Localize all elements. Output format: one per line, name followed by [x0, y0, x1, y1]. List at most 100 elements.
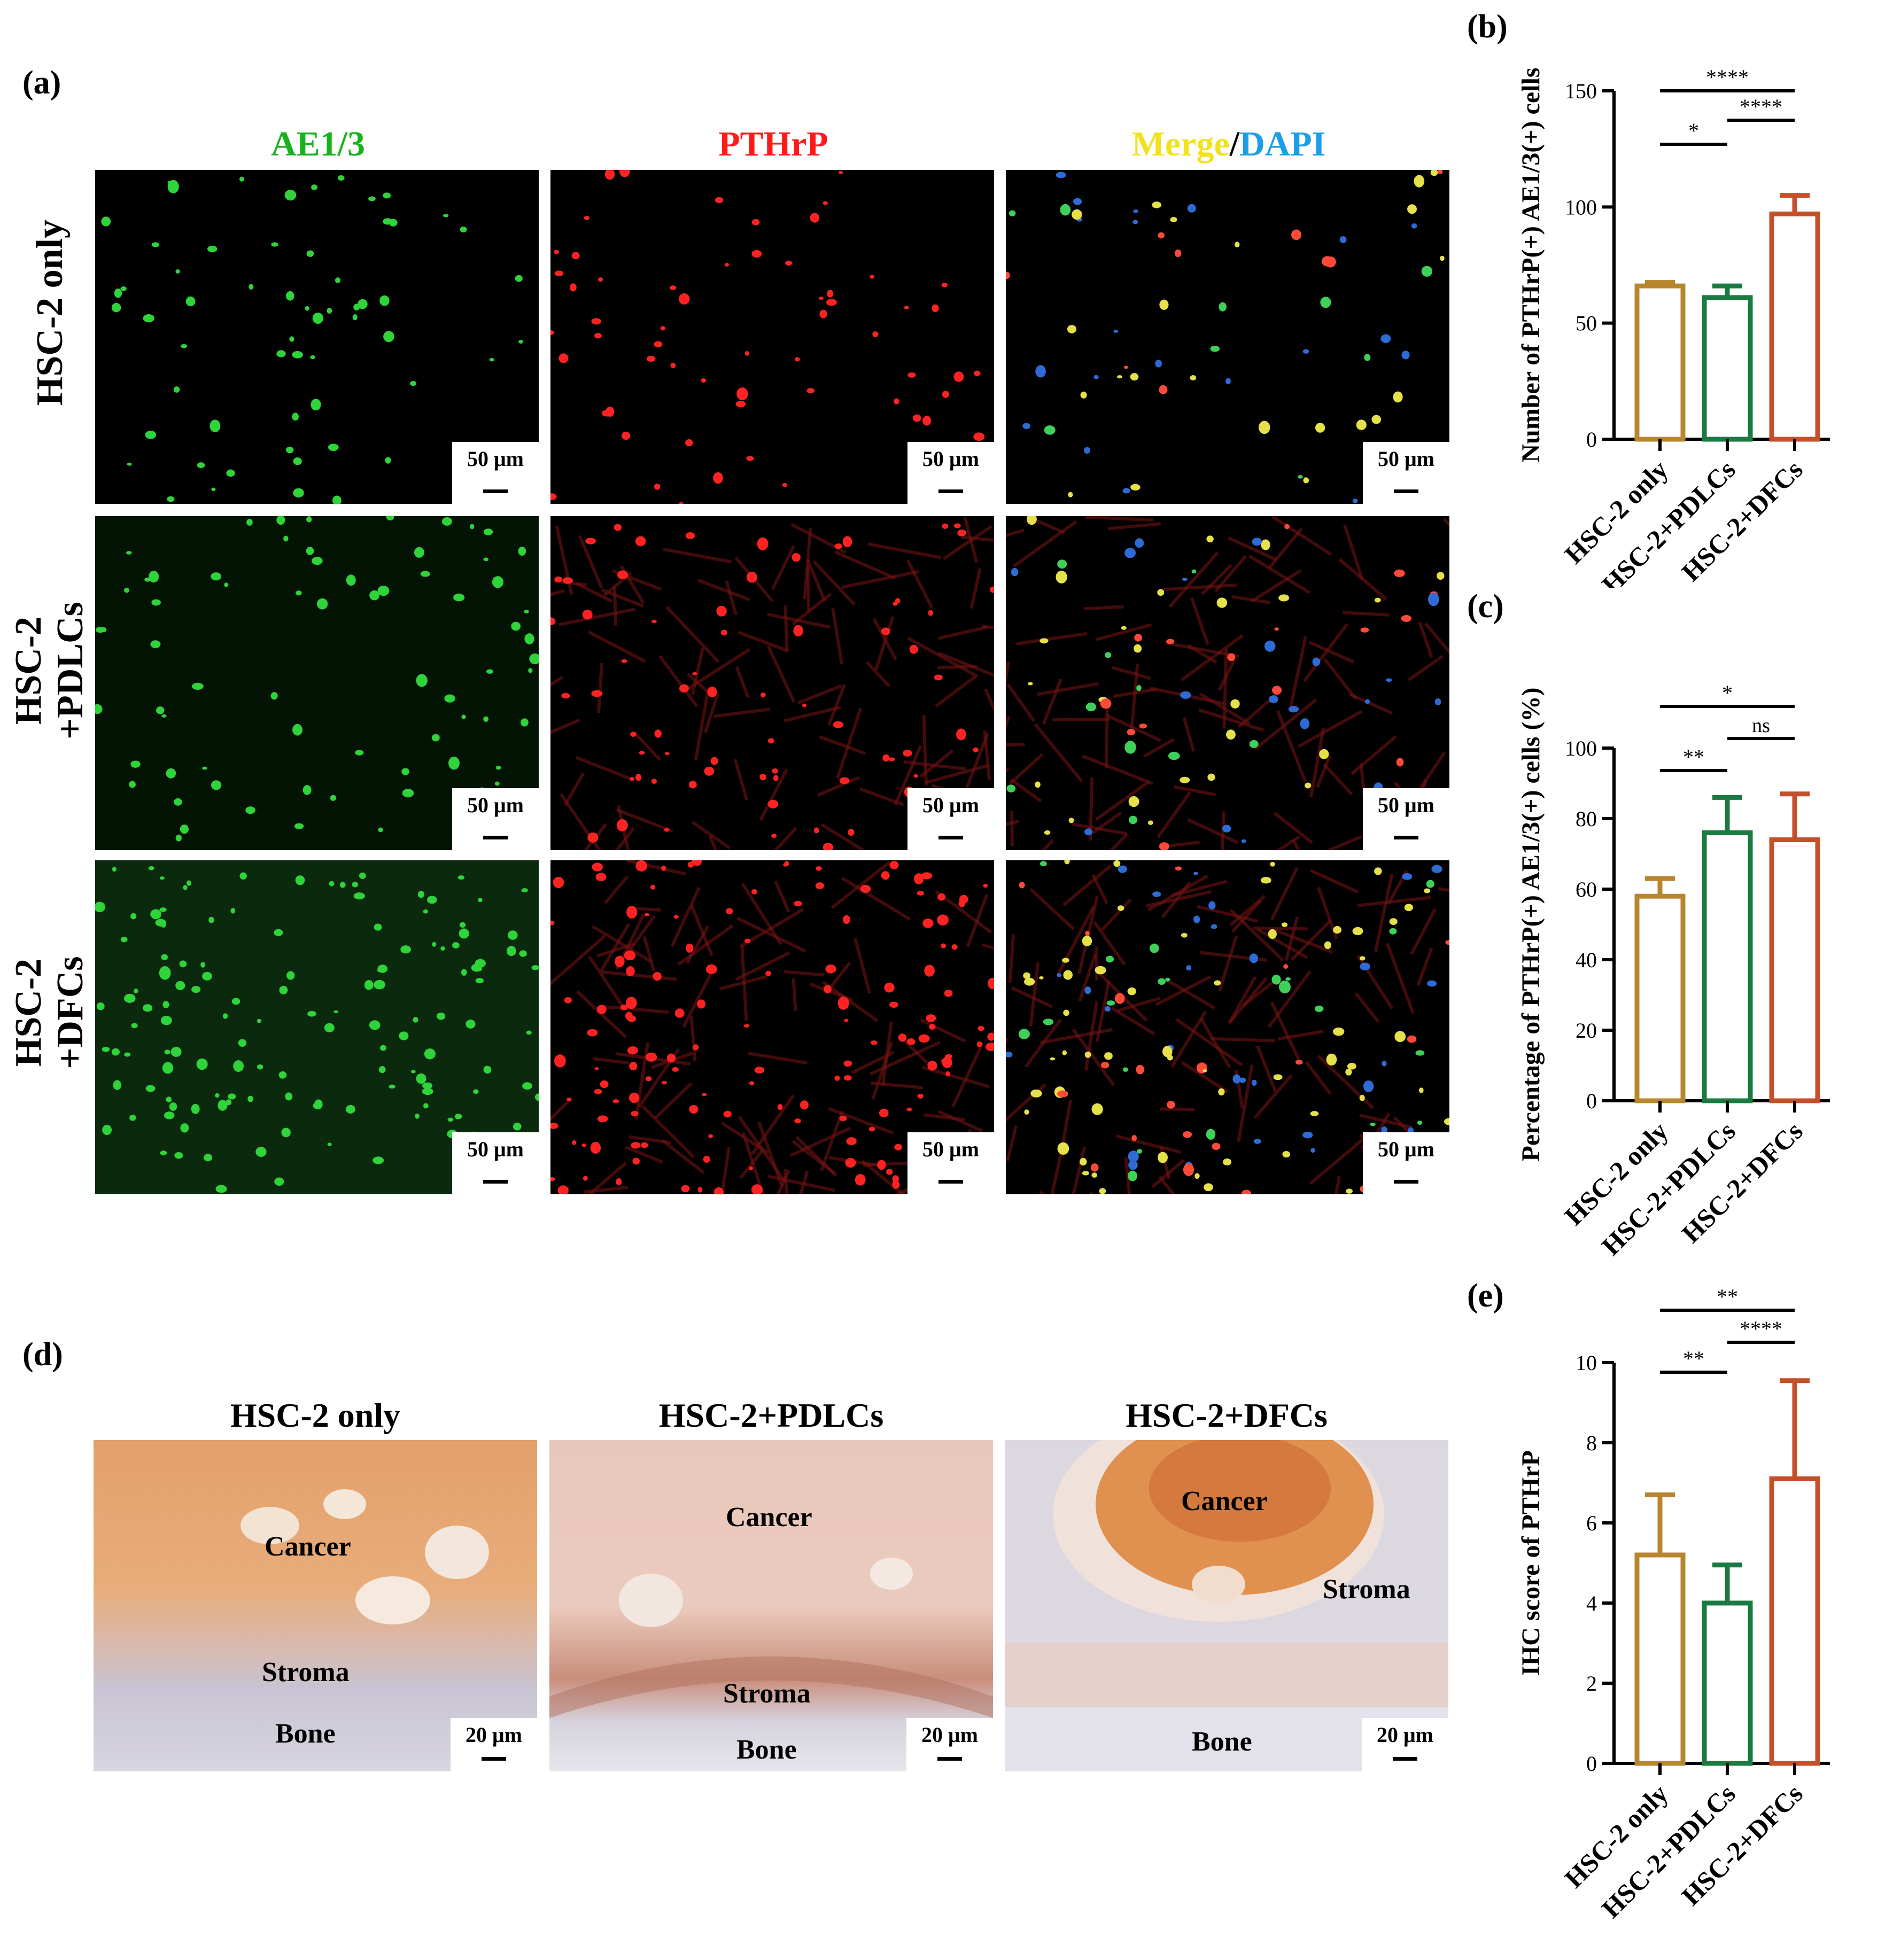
scale-bar-text: 50 μm	[467, 793, 524, 817]
scale-bar-text: 20 μm	[921, 1723, 978, 1747]
y-axis-label: Percentage of PTHrP(+) AE1/3(+) cells (%…	[1517, 688, 1545, 1162]
ihc-image-hsc2-pdlcs-graphic	[549, 1440, 993, 1771]
fluorescence-image-hsc2-only-ae13: 50 μm	[95, 170, 539, 504]
scale-bar-text: 50 μm	[1378, 1137, 1434, 1161]
fluorescence-image-hsc2-pdlcs-merge: 50 μm	[1006, 516, 1449, 850]
fluorescence-image-hsc2-pdlcs-pthrp: 50 μm	[550, 516, 994, 850]
bar	[1634, 893, 1686, 1103]
scale-bar-text: 50 μm	[1378, 447, 1434, 471]
scale-bar-line	[937, 1757, 962, 1761]
panel-letter-c: (c)	[1467, 588, 1504, 625]
y-tick-label: 20	[1576, 1018, 1597, 1043]
scale-bar-text: 20 μm	[1377, 1723, 1433, 1747]
scale-bar-line	[938, 836, 963, 839]
y-tick-label: 0	[1586, 1089, 1597, 1113]
fluorescence-graphic	[550, 860, 994, 1194]
scale-bar: 50 μm	[452, 788, 539, 850]
ihc-image-hsc2-dfcs: Cancer Stroma Bone 20 μm	[1005, 1440, 1448, 1771]
y-tick-label: 6	[1586, 1511, 1597, 1535]
tissue-label-stroma: Stroma	[723, 1678, 811, 1709]
row-label-hsc2-dfcs-text: HSC-2 +DFCs	[8, 956, 91, 1069]
chart-b: 0 50 100 150 Number of PTHrP(+) AE1/3(+) cel…	[1517, 65, 1830, 588]
column-header-merge-dapi: Merge/DAPI	[1007, 124, 1450, 165]
fluorescence-graphic	[550, 516, 994, 850]
fluorescence-graphic	[1006, 170, 1445, 503]
chart-c: 0 20 40 60 80 100 Percentage of PTHrP(+) AE1/3…	[1517, 681, 1830, 1261]
tissue-label-bone: Bone	[1192, 1726, 1252, 1757]
fluorescence-image-hsc2-pdlcs-ae13: 50 μm	[95, 516, 539, 850]
row-label-hsc2-pdlcs-text: HSC-2 +PDLCs	[8, 602, 91, 740]
scale-bar: 50 μm	[1363, 1132, 1449, 1194]
scale-bar-ihc-3: 20 μm	[1362, 1718, 1448, 1771]
bar	[1769, 837, 1820, 1103]
bar	[1702, 1600, 1753, 1766]
scale-bar-line	[1394, 1180, 1418, 1184]
y-tick-label: 4	[1586, 1591, 1597, 1615]
column-header-slash: /	[1229, 125, 1240, 164]
scale-bar-text: 50 μm	[922, 447, 979, 471]
fluorescence-image-hsc2-only-merge: 50 μm	[1006, 170, 1449, 504]
y-tick-label: 100	[1565, 736, 1597, 760]
fluorescence-graphic	[101, 175, 523, 504]
fluorescence-image-hsc2-dfcs-merge: 50 μm	[1006, 860, 1449, 1194]
scale-bar-text: 50 μm	[467, 1137, 524, 1161]
y-axis-label: Number of PTHrP(+) AE1/3(+) cells	[1517, 67, 1545, 462]
fluorescence-image-hsc2-dfcs-ae13: 50 μm	[95, 860, 539, 1194]
scale-bar-ihc-1: 20 μm	[451, 1718, 537, 1771]
y-axis-label: IHC score of PTHrP	[1517, 1450, 1545, 1676]
scale-bar-line	[1394, 836, 1418, 839]
y-tick-label: 40	[1576, 948, 1597, 972]
scale-bar-line	[1393, 1757, 1417, 1761]
scale-bar: 50 μm	[1363, 788, 1449, 850]
scale-bar: 50 μm	[907, 788, 994, 850]
column-header-pthrp: PTHrP	[552, 124, 995, 165]
significance-label: *	[1688, 119, 1699, 143]
significance-label: ns	[1752, 714, 1770, 737]
y-tick-label: 2	[1586, 1671, 1597, 1695]
row-label-hsc2-only: HSC-2 only	[29, 195, 77, 430]
scale-bar-text: 50 μm	[922, 793, 979, 817]
column-header-merge-text: Merge	[1131, 125, 1230, 164]
y-tick-label: 80	[1576, 807, 1597, 831]
row-label-hsc2-only-text: HSC-2 only	[29, 219, 71, 406]
significance-label: *	[1722, 681, 1733, 705]
scale-bar: 50 μm	[1363, 442, 1449, 504]
bar	[1634, 283, 1686, 442]
ihc-image-hsc2-only: Cancer Stroma Bone 20 μm	[94, 1440, 537, 1771]
scale-bar: 50 μm	[452, 442, 539, 504]
ihc-image-hsc2-pdlcs: Cancer Stroma Bone 20 μm	[549, 1440, 993, 1771]
panel-letter-a: (a)	[22, 65, 61, 101]
significance-label: ****	[1740, 95, 1782, 119]
y-tick-label: 0	[1586, 1752, 1597, 1776]
y-tick-label: 150	[1565, 79, 1597, 103]
y-tick-label: 10	[1576, 1351, 1597, 1375]
tissue-label-bone: Bone	[736, 1735, 797, 1765]
panel-letter-b: (b)	[1467, 9, 1508, 45]
panel-letter-e: (e)	[1467, 1278, 1504, 1314]
scale-bar-line	[938, 489, 963, 493]
scale-bar-line	[483, 1180, 508, 1184]
scale-bar-line	[938, 1180, 963, 1184]
y-tick-label: 50	[1576, 312, 1597, 336]
column-header-ae13-text: AE1/3	[270, 125, 366, 164]
column-header-pthrp-text: PTHrP	[718, 125, 828, 164]
tissue-label-cancer: Cancer	[726, 1502, 812, 1533]
y-tick-label: 60	[1576, 877, 1597, 901]
panel-letter-d: (d)	[22, 1336, 63, 1373]
y-tick-label: 0	[1586, 427, 1597, 452]
row-label-hsc2-dfcs: HSC-2 +DFCs	[8, 895, 99, 1130]
scale-bar: 50 μm	[452, 1132, 539, 1194]
tissue-label-cancer: Cancer	[265, 1531, 351, 1562]
significance-label: ****	[1740, 1317, 1782, 1341]
bar	[1769, 211, 1820, 442]
scale-bar-text: 20 μm	[466, 1723, 522, 1747]
column-header-dapi-text: DAPI	[1239, 125, 1326, 164]
y-tick-label: 100	[1565, 195, 1597, 219]
ihc-header-hsc2-pdlcs: HSC-2+PDLCs	[658, 1396, 884, 1434]
scale-bar: 50 μm	[907, 442, 994, 504]
scale-bar: 50 μm	[907, 1132, 994, 1194]
scale-bar-ihc-2: 20 μm	[906, 1718, 993, 1771]
significance-label: **	[1717, 1285, 1738, 1309]
ihc-header-hsc2-dfcs: HSC-2+DFCs	[1126, 1396, 1328, 1434]
